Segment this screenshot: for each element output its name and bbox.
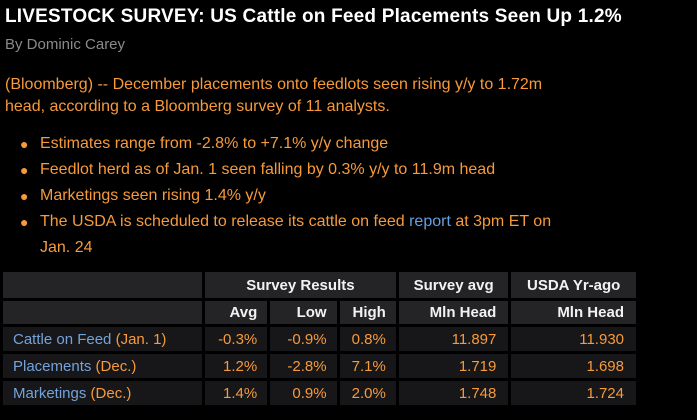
table-row-placements: Placements (Dec.) 1.2% -2.8% 7.1% 1.719 … — [3, 354, 636, 378]
bullet-icon: ● — [20, 214, 29, 230]
cell-usda-yr-ago: 1.698 — [511, 354, 636, 378]
lede-line-2: head, according to a Bloomberg survey of… — [5, 98, 390, 115]
bullet-feedlot-herd: ● Feedlot herd as of Jan. 1 seen falling … — [20, 157, 697, 183]
bullet-icon: ● — [20, 162, 29, 178]
byline: By Dominic Carey — [5, 36, 126, 53]
bullet-usda-line-2: Jan. 24 — [40, 239, 93, 256]
report-link[interactable]: report — [409, 213, 451, 230]
cell-high: 2.0% — [339, 381, 396, 405]
page-title: LIVESTOCK SURVEY: US Cattle on Feed Plac… — [5, 6, 622, 27]
col-header-high: High — [339, 301, 396, 324]
survey-results-table: Survey Results Survey avg USDA Yr-ago Av… — [0, 269, 639, 408]
empty-header-cell — [3, 301, 202, 324]
cell-survey-avg: 11.897 — [398, 327, 509, 351]
bullet-list: ● Estimates range from -2.8% to +7.1% y/y… — [0, 131, 697, 261]
col-header-avg: Avg — [204, 301, 268, 324]
group-header-survey-avg: Survey avg — [398, 272, 509, 298]
cell-high: 7.1% — [339, 354, 396, 378]
table-group-header-row: Survey Results Survey avg USDA Yr-ago — [3, 272, 636, 298]
cell-avg: 1.4% — [204, 381, 268, 405]
bullet-icon: ● — [20, 188, 29, 204]
group-header-survey-results: Survey Results — [204, 272, 396, 298]
col-header-mln-head-survey: Mln Head — [398, 301, 509, 324]
cell-low: 0.9% — [270, 381, 337, 405]
cell-avg: -0.3% — [204, 327, 268, 351]
cell-high: 0.8% — [339, 327, 396, 351]
cell-survey-avg: 1.719 — [398, 354, 509, 378]
lede-paragraph: (Bloomberg) -- December placements onto … — [5, 74, 697, 118]
cell-avg: 1.2% — [204, 354, 268, 378]
row-label: Marketings (Dec.) — [3, 381, 202, 405]
cell-low: -0.9% — [270, 327, 337, 351]
cell-low: -2.8% — [270, 354, 337, 378]
row-label: Cattle on Feed (Jan. 1) — [3, 327, 202, 351]
bullet-icon: ● — [20, 136, 29, 152]
table-row-cattle-on-feed: Cattle on Feed (Jan. 1) -0.3% -0.9% 0.8%… — [3, 327, 636, 351]
cell-survey-avg: 1.748 — [398, 381, 509, 405]
cell-usda-yr-ago: 11.930 — [511, 327, 636, 351]
cell-usda-yr-ago: 1.724 — [511, 381, 636, 405]
bullet-marketings: ● Marketings seen rising 1.4% y/y — [20, 183, 697, 209]
table-sub-header-row: Avg Low High Mln Head Mln Head — [3, 301, 636, 324]
empty-header-cell — [3, 272, 202, 298]
bullet-usda-release: ● The USDA is scheduled to release its ca… — [20, 209, 697, 261]
table-row-marketings: Marketings (Dec.) 1.4% 0.9% 2.0% 1.748 1… — [3, 381, 636, 405]
col-header-low: Low — [270, 301, 337, 324]
bullet-estimates: ● Estimates range from -2.8% to +7.1% y/y… — [20, 131, 697, 157]
group-header-usda-yr-ago: USDA Yr-ago — [511, 272, 636, 298]
col-header-mln-head-usda: Mln Head — [511, 301, 636, 324]
lede-line-1: (Bloomberg) -- December placements onto … — [5, 76, 543, 93]
row-label: Placements (Dec.) — [3, 354, 202, 378]
